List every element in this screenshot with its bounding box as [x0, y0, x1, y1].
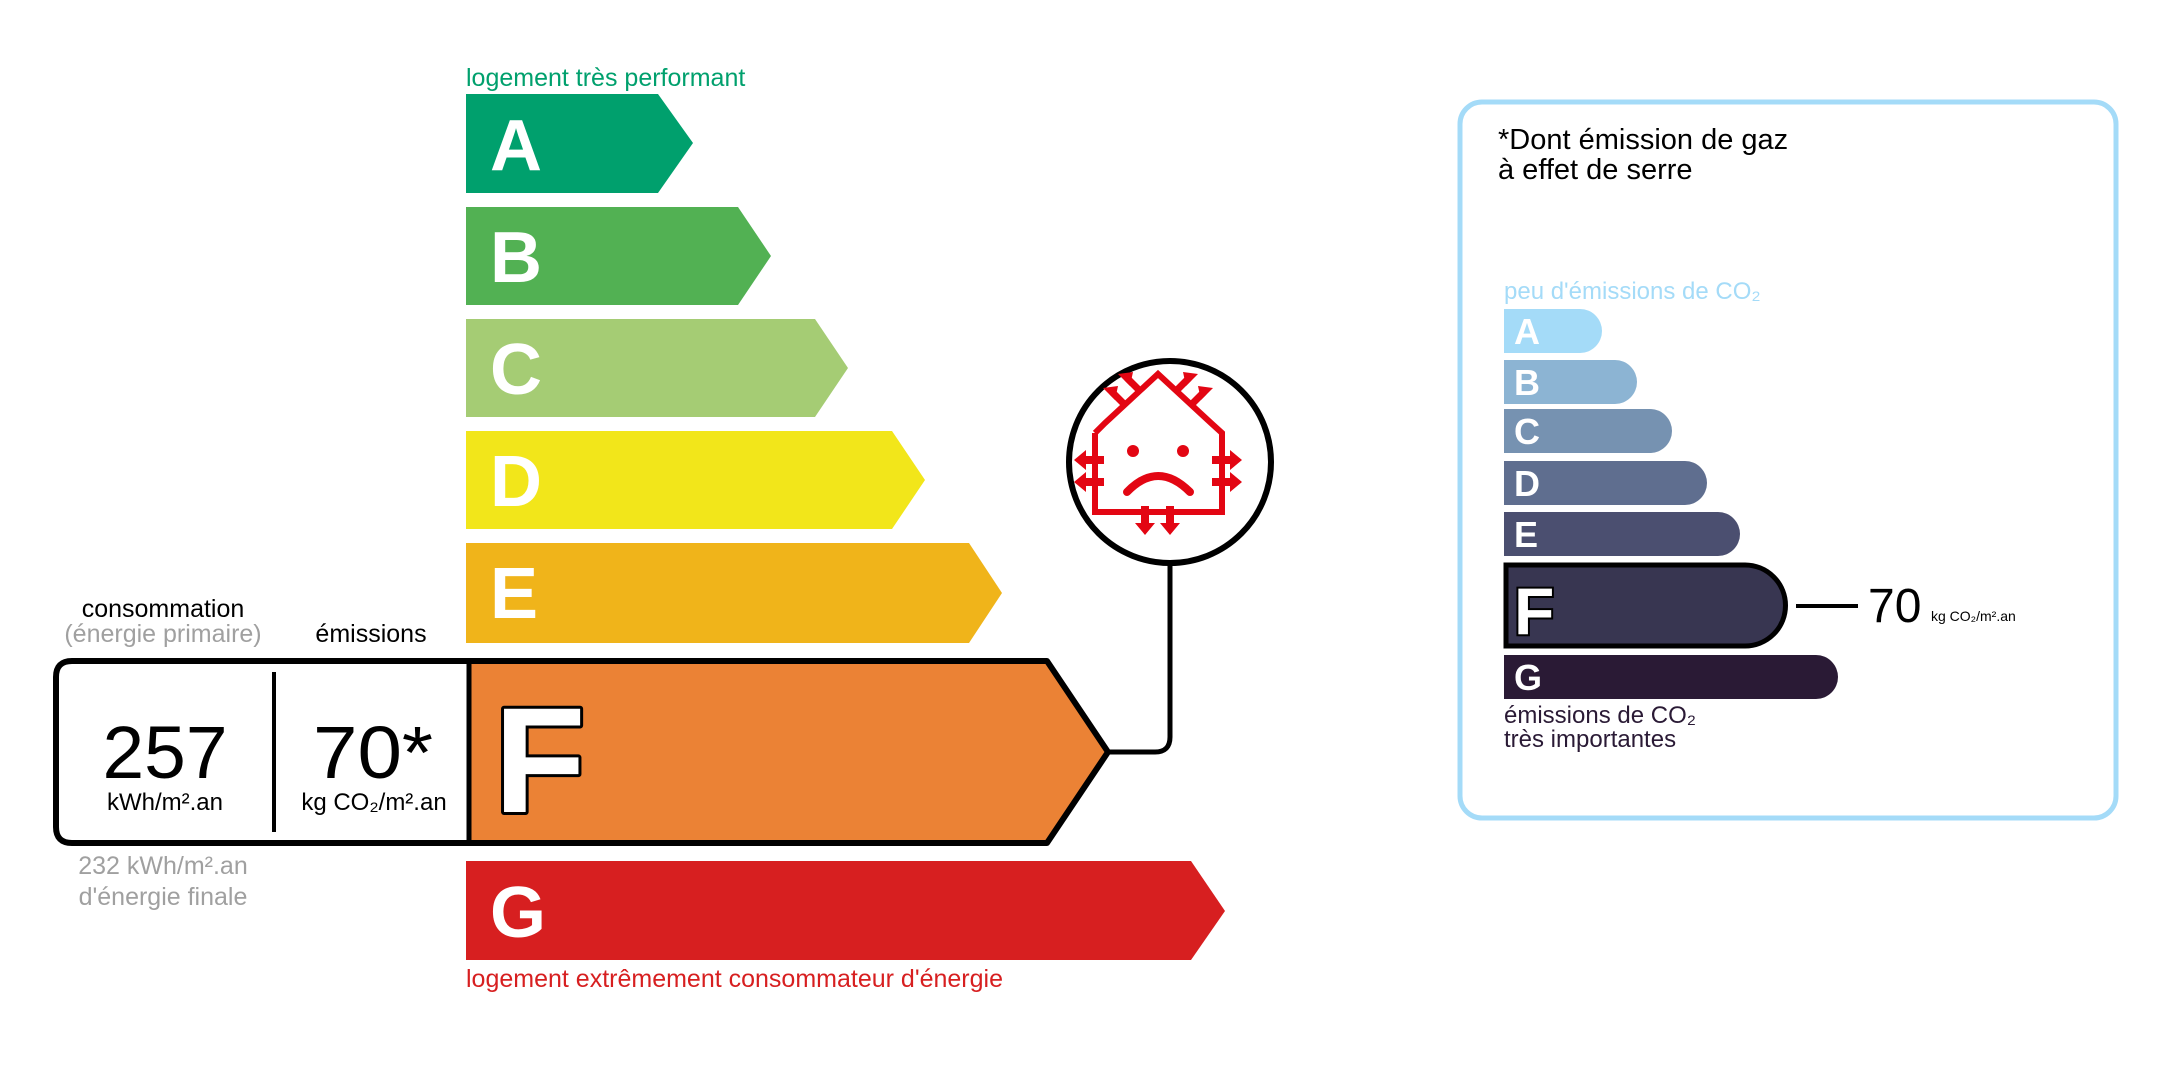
ges-bottom-label-line1: émissions de CO₂ — [1504, 702, 1696, 729]
ges-class-e: E — [1504, 512, 1740, 556]
energy-bar-c — [466, 319, 848, 417]
energy-letter-f: F — [494, 676, 586, 844]
energy-letter-d: D — [490, 442, 542, 522]
consumption-subheading: (énergie primaire) — [64, 620, 261, 648]
consumption-unit: kWh/m².an — [107, 789, 223, 816]
ges-letter-e: E — [1514, 514, 1538, 555]
ges-value: 70 — [1868, 580, 1921, 633]
energy-top-label: logement très performant — [466, 64, 745, 92]
emissions-unit: kg CO₂/m².an — [301, 789, 446, 816]
energy-class-a: A — [466, 94, 693, 193]
energy-bar-b — [466, 207, 771, 305]
ges-letter-g: G — [1514, 657, 1542, 698]
ges-unit: kg CO₂/m².an — [1931, 608, 2016, 624]
emissions-heading: émissions — [315, 620, 426, 648]
ges-class-d: D — [1504, 461, 1707, 505]
current-class-frame — [53, 658, 1111, 846]
ges-letter-d: D — [1514, 463, 1540, 504]
energy-bar-e — [466, 543, 1002, 643]
energy-class-b: B — [466, 207, 771, 305]
energy-letter-g: G — [490, 873, 546, 953]
ges-title-line2: à effet de serre — [1498, 154, 1693, 186]
consumption-heading: consommation — [82, 595, 245, 623]
energy-class-c: C — [466, 319, 848, 417]
ges-class-g: G — [1504, 655, 1838, 699]
ges-top-label: peu d'émissions de CO₂ — [1504, 278, 1761, 305]
ges-letter-c: C — [1514, 411, 1540, 452]
ges-class-a: A — [1504, 309, 1602, 353]
ges-bottom-label-line2: très importantes — [1504, 726, 1676, 753]
energy-letter-e: E — [490, 554, 538, 634]
ges-letter-f: F — [1514, 574, 1554, 648]
ges-class-f-current: F 70 kg CO₂/m².an — [1503, 562, 2016, 650]
ges-title-line1: *Dont émission de gaz — [1498, 124, 1788, 156]
sad-house-heat-loss-icon — [1066, 358, 1274, 566]
final-energy-label: d'énergie finale — [79, 883, 248, 911]
energy-bottom-label: logement extrêmement consommateur d'éner… — [466, 965, 1003, 993]
consumption-value: 257 — [103, 711, 228, 794]
ges-letter-a: A — [1514, 311, 1540, 352]
energy-class-f-current: F 257 kWh/m².an 70* kg CO₂/m².an — [53, 658, 1111, 847]
emissions-value: 70* — [313, 711, 433, 794]
energy-class-d: D — [466, 431, 925, 529]
final-energy-value: 232 kWh/m².an — [78, 852, 248, 880]
energy-bar-a — [466, 94, 693, 193]
energy-bar-d — [466, 431, 925, 529]
icon-connector — [1108, 563, 1173, 755]
energy-letter-b: B — [490, 218, 542, 298]
ges-class-b: B — [1504, 360, 1637, 404]
ges-class-c: C — [1504, 409, 1672, 453]
energy-class-g: G — [466, 861, 1225, 960]
energy-letter-c: C — [490, 330, 542, 410]
energy-letter-a: A — [490, 106, 542, 186]
ges-letter-b: B — [1514, 362, 1540, 403]
energy-class-e: E — [466, 543, 1002, 643]
energy-bar-g — [466, 861, 1225, 960]
energy-bar-f — [469, 661, 1108, 843]
